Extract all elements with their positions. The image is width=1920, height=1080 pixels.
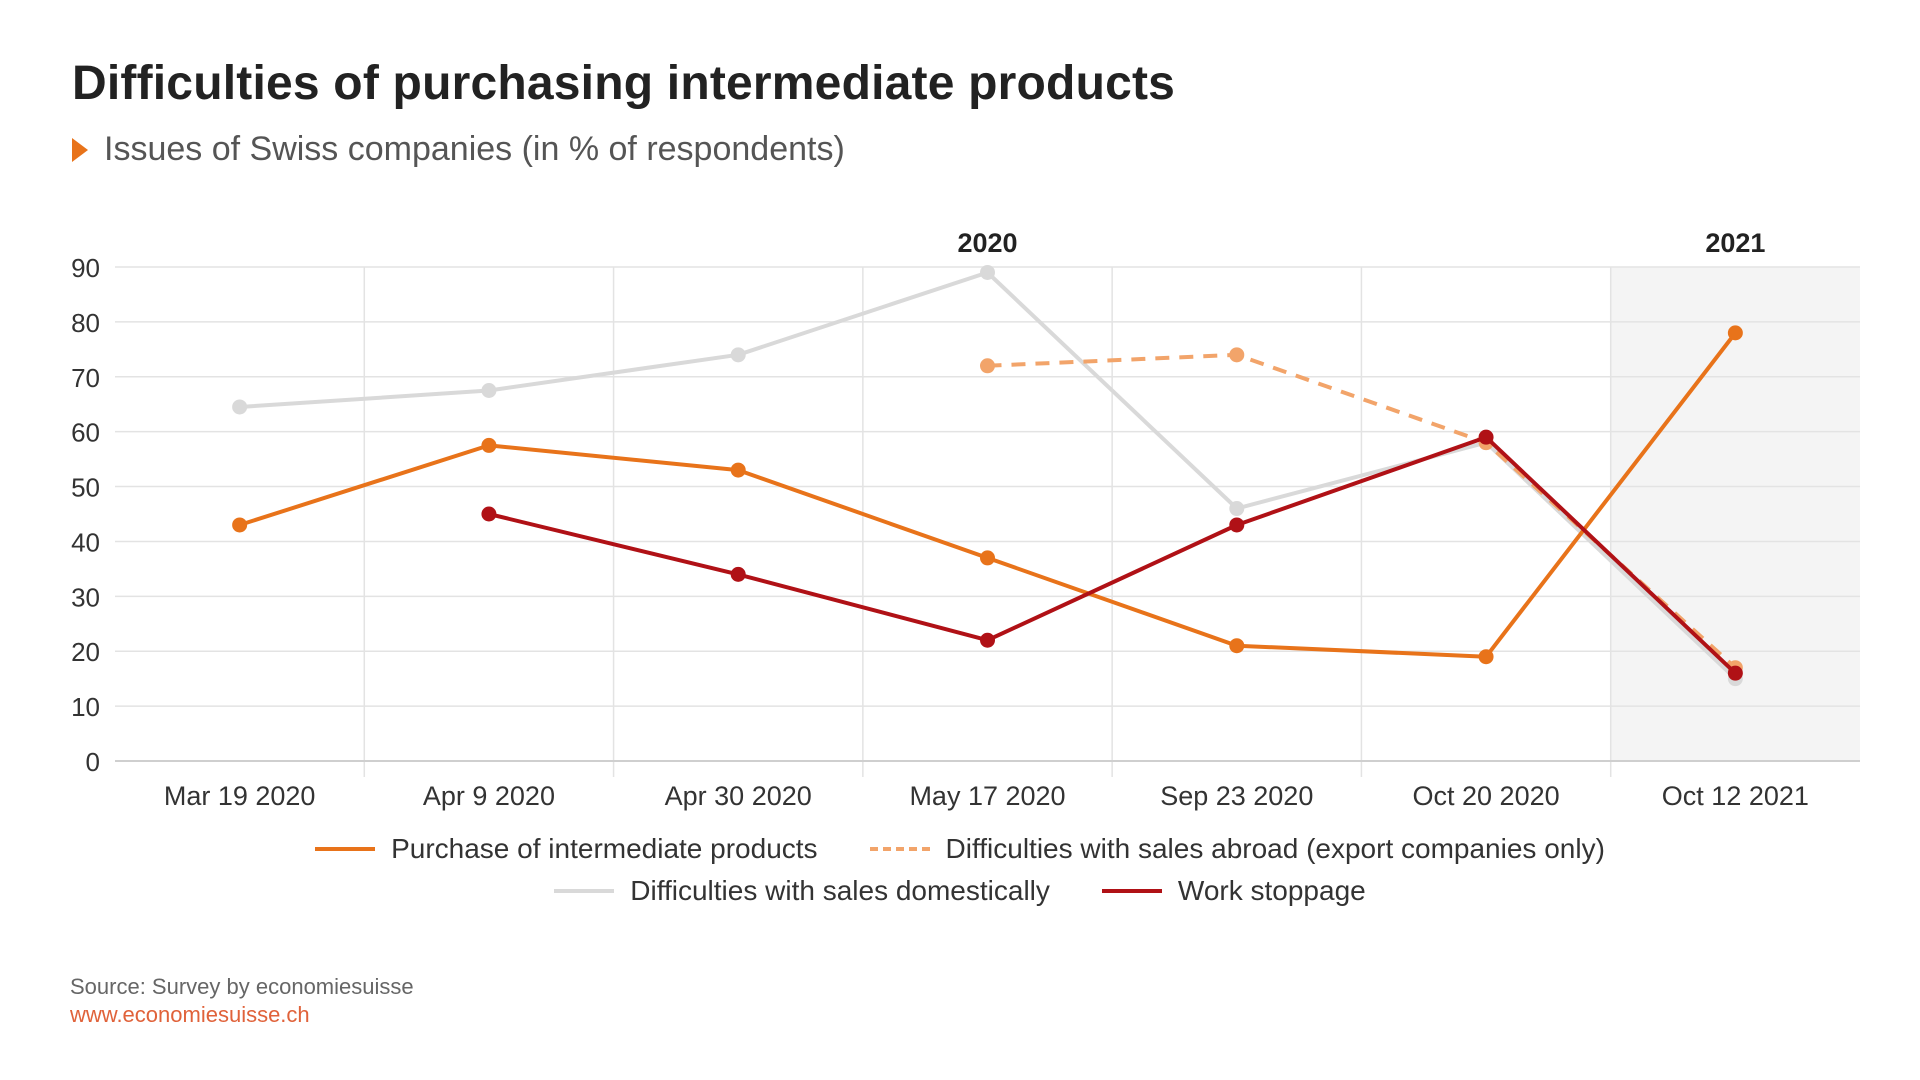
legend-item-abroad: Difficulties with sales abroad (export c… [869,833,1605,865]
y-tick-label: 60 [71,418,100,448]
y-tick-label: 10 [71,692,100,722]
data-point-stoppage [1727,665,1743,681]
data-point-purchase [1478,649,1494,665]
legend-item-purchase: Purchase of intermediate products [315,833,818,865]
legend-row-2: Difficulties with sales domestically Wor… [0,870,1920,912]
legend-swatch-domestic [554,889,615,893]
data-point-domestic [980,264,995,280]
y-tick-label: 30 [71,582,100,612]
subtitle-text: Issues of Swiss companies (in % of respo… [104,130,845,168]
data-point-stoppage [481,506,497,522]
data-point-domestic [1229,501,1245,517]
data-point-abroad [980,358,995,374]
y-tick-label: 0 [86,747,100,777]
x-tick-label: Apr 9 2020 [423,781,555,811]
x-tick-label: Sep 23 2020 [1160,781,1313,811]
year-label: 2021 [1705,228,1765,258]
x-tick-label: May 17 2020 [909,781,1065,811]
data-point-purchase [232,517,248,533]
data-point-stoppage [1229,517,1245,533]
legend-label-stoppage: Work stoppage [1177,875,1366,906]
data-point-domestic [481,383,497,398]
x-tick-label: Mar 19 2020 [164,781,316,811]
legend-label-purchase: Purchase of intermediate products [391,833,818,864]
year-label: 2020 [957,228,1017,258]
triangle-bullet-icon [72,137,88,162]
y-tick-label: 50 [71,473,100,503]
legend-swatch-purchase [315,847,376,851]
series-line-domestic [239,270,1737,681]
data-point-domestic [232,399,248,415]
data-point-stoppage [730,566,746,582]
y-tick-label: 90 [71,253,100,283]
line-chart: 0 10 20 30 40 50 60 70 80 90 Mar 19 2020 Apr 9 2020… [71,228,1860,811]
source-note: Source: Survey by economiesuisse [70,974,414,999]
data-point-purchase [1727,325,1743,341]
y-tick-label: 40 [71,527,100,557]
data-point-purchase [1229,638,1245,654]
y-tick-label: 80 [71,308,100,338]
legend-label-domestic: Difficulties with sales domestically [630,875,1050,906]
legend-swatch-abroad [869,847,930,851]
series-line-purchase [238,331,1737,659]
data-point-abroad [1229,347,1245,363]
legend-swatch-stoppage [1101,889,1162,893]
chart-subtitle: Issues of Swiss companies (in % of respo… [72,130,845,169]
y-tick-label: 70 [71,363,100,393]
x-tick-label: Oct 20 2020 [1413,781,1560,811]
data-point-stoppage [980,632,995,648]
data-point-domestic [730,347,746,363]
shaded-2021-region [1610,267,1860,761]
legend-row-1: Purchase of intermediate products Diffic… [0,828,1920,870]
x-tick-label: Apr 30 2020 [665,781,812,811]
legend-item-stoppage: Work stoppage [1101,875,1366,907]
x-tick-label: Oct 12 2021 [1662,781,1809,811]
data-point-purchase [730,462,746,478]
source-link[interactable]: www.economiesuisse.ch [70,1002,310,1027]
data-point-purchase [980,550,995,566]
legend-label-abroad: Difficulties with sales abroad (export c… [945,833,1605,864]
y-tick-label: 20 [71,637,100,667]
data-point-stoppage [1478,429,1494,445]
data-point-purchase [481,437,497,453]
series-line-stoppage [488,435,1737,675]
chart-title: Difficulties of purchasing intermediate … [72,57,1176,110]
chart-legend: Purchase of intermediate products Diffic… [0,828,1920,912]
legend-item-domestic: Difficulties with sales domestically [554,875,1050,907]
